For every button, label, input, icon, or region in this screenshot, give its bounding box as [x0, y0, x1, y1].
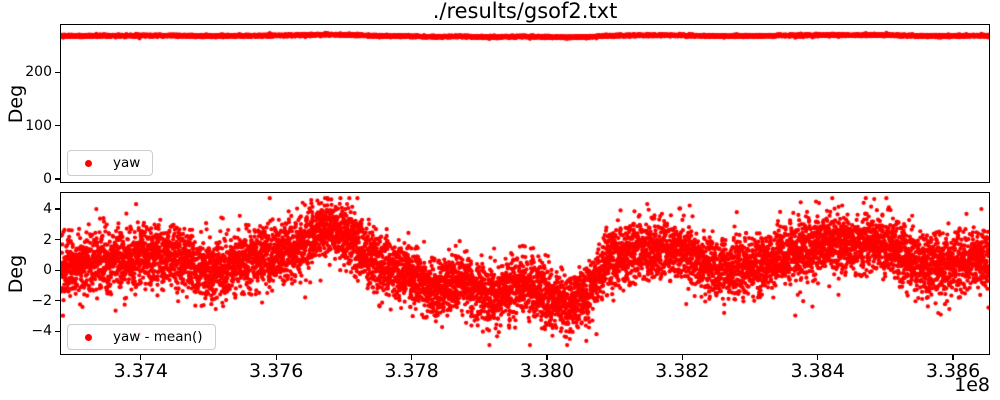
chart-title: ./results/gsof2.txt — [432, 0, 618, 23]
y-tick-label: 0 — [43, 171, 52, 187]
x-tick-label: 3.376 — [248, 360, 304, 382]
legend-label-yaw-minus-mean: yaw - mean() — [113, 329, 203, 345]
y-tick-label: 200 — [25, 64, 52, 81]
x-tick-label: 3.384 — [790, 360, 845, 382]
x-tick-mark — [952, 355, 954, 360]
yaw-mean-scatter-canvas — [61, 193, 989, 354]
y-tick-mark — [55, 238, 60, 241]
x-tick-label: 3.374 — [113, 360, 168, 382]
legend-yaw-minus-mean: yaw - mean() — [67, 324, 216, 350]
legend-marker-icon — [85, 159, 92, 167]
y-tick-mark — [55, 300, 60, 302]
legend-yaw: yaw — [67, 150, 154, 176]
yaw-scatter-canvas — [61, 25, 989, 182]
y-tick-label: 0 — [43, 262, 52, 279]
y-tick-label: −2 — [31, 292, 52, 309]
x-tick-mark — [817, 355, 819, 360]
x-tick-label: 3.378 — [384, 360, 439, 382]
y-tick-mark — [55, 269, 60, 271]
x-tick-mark — [410, 355, 413, 360]
y-tick-mark — [55, 330, 60, 332]
y-tick-mark — [55, 208, 60, 210]
y-tick-mark — [55, 71, 60, 74]
axes-yaw: yaw — [60, 24, 990, 183]
legend-marker-icon — [85, 333, 92, 341]
x-tick-mark — [140, 355, 142, 360]
x-tick-mark — [275, 355, 277, 360]
axes-yaw-minus-mean: yaw - mean() — [60, 192, 990, 355]
y-tick-label: 4 — [43, 200, 52, 217]
legend-label-yaw: yaw — [113, 155, 141, 171]
x-tick-mark — [681, 355, 683, 360]
y-tick-mark — [55, 125, 60, 127]
x-tick-label: 3.382 — [655, 360, 710, 382]
x-tick-label: 3.380 — [519, 360, 575, 382]
y-tick-label: 100 — [25, 117, 52, 134]
x-axis-offset-text: 1e8 — [954, 374, 990, 396]
x-tick-mark — [546, 355, 548, 360]
y-tick-label: −4 — [31, 323, 52, 340]
y-tick-label: 2 — [43, 231, 52, 248]
x-tick-label: 3.386 — [925, 360, 981, 382]
y-tick-mark — [55, 178, 60, 180]
